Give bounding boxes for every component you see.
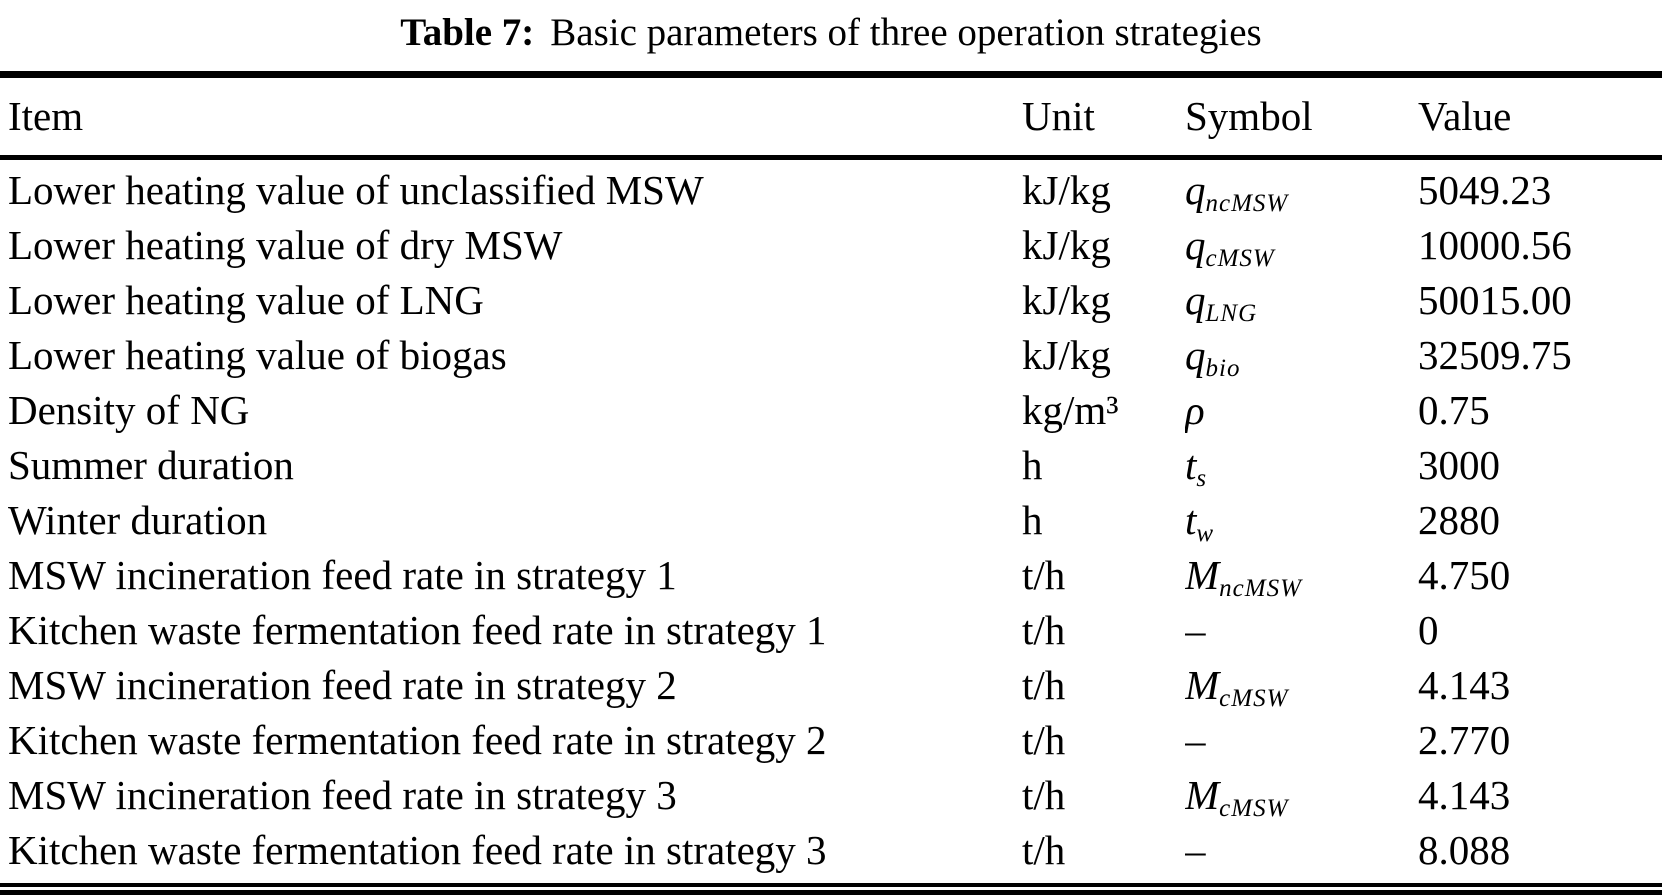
column-header-item: Item bbox=[0, 74, 1022, 160]
symbol-base: t bbox=[1185, 441, 1197, 488]
cell-symbol: tw bbox=[1185, 493, 1418, 548]
table-row: Density of NG kg/m³ ρ 0.75 bbox=[0, 383, 1662, 438]
cell-unit: t/h bbox=[1022, 606, 1066, 653]
cell-value: 10000.56 bbox=[1418, 221, 1572, 268]
cell-value: 4.143 bbox=[1418, 771, 1511, 818]
cell-item: Summer duration bbox=[8, 441, 294, 488]
symbol-base: ρ bbox=[1185, 386, 1205, 433]
cell-value: 2880 bbox=[1418, 496, 1500, 543]
column-header-value: Value bbox=[1418, 74, 1662, 160]
cell-value: 2.770 bbox=[1418, 716, 1511, 763]
cell-unit: t/h bbox=[1022, 826, 1066, 873]
cell-item: Lower heating value of unclassified MSW bbox=[8, 166, 704, 213]
cell-unit: kg/m³ bbox=[1022, 386, 1119, 433]
cell-value: 3000 bbox=[1418, 441, 1500, 488]
table-row: MSW incineration feed rate in strategy 1… bbox=[0, 548, 1662, 603]
table-row: Lower heating value of dry MSW kJ/kg qcM… bbox=[0, 218, 1662, 273]
symbol-base: – bbox=[1185, 716, 1206, 763]
symbol-base: q bbox=[1185, 276, 1206, 323]
cell-item: MSW incineration feed rate in strategy 2 bbox=[8, 661, 677, 708]
cell-symbol: qLNG bbox=[1185, 273, 1418, 328]
cell-unit: kJ/kg bbox=[1022, 331, 1111, 378]
cell-symbol: – bbox=[1185, 823, 1418, 883]
cell-unit: kJ/kg bbox=[1022, 221, 1111, 268]
symbol-subscript: s bbox=[1196, 464, 1208, 492]
cell-item: Kitchen waste fermentation feed rate in … bbox=[8, 716, 827, 763]
cell-unit: kJ/kg bbox=[1022, 276, 1111, 323]
cell-value: 4.750 bbox=[1418, 551, 1511, 598]
cell-unit: t/h bbox=[1022, 551, 1066, 598]
cell-symbol: ts bbox=[1185, 438, 1418, 493]
table-row: Kitchen waste fermentation feed rate in … bbox=[0, 603, 1662, 658]
cell-unit: t/h bbox=[1022, 716, 1066, 763]
column-header-unit: Unit bbox=[1022, 74, 1185, 160]
table-row: Kitchen waste fermentation feed rate in … bbox=[0, 713, 1662, 768]
table-row: MSW incineration feed rate in strategy 3… bbox=[0, 768, 1662, 823]
symbol-base: M bbox=[1185, 661, 1220, 708]
cell-item: Kitchen waste fermentation feed rate in … bbox=[8, 826, 827, 873]
cell-item: Lower heating value of biogas bbox=[8, 331, 507, 378]
cell-symbol: – bbox=[1185, 713, 1418, 768]
column-header-symbol: Symbol bbox=[1185, 74, 1418, 160]
cell-item: Density of NG bbox=[8, 386, 250, 433]
cell-symbol: McMSW bbox=[1185, 658, 1418, 713]
cell-value: 8.088 bbox=[1418, 826, 1511, 873]
symbol-subscript: w bbox=[1196, 519, 1215, 547]
cell-value: 5049.23 bbox=[1418, 166, 1552, 213]
symbol-base: – bbox=[1185, 826, 1206, 873]
cell-item: MSW incineration feed rate in strategy 3 bbox=[8, 771, 677, 818]
cell-unit: h bbox=[1022, 496, 1043, 543]
symbol-subscript: ncMSW bbox=[1219, 574, 1302, 602]
cell-value: 0.75 bbox=[1418, 386, 1490, 433]
table-row: Summer duration h ts 3000 bbox=[0, 438, 1662, 493]
cell-item: Kitchen waste fermentation feed rate in … bbox=[8, 606, 827, 653]
cell-symbol: McMSW bbox=[1185, 768, 1418, 823]
symbol-subscript: LNG bbox=[1205, 299, 1258, 327]
cell-item: MSW incineration feed rate in strategy 1 bbox=[8, 551, 677, 598]
symbol-base: q bbox=[1185, 166, 1206, 213]
header-row: Item Unit Symbol Value bbox=[0, 74, 1662, 160]
cell-item: Lower heating value of dry MSW bbox=[8, 221, 563, 268]
cell-item: Lower heating value of LNG bbox=[8, 276, 484, 323]
table-row: Winter duration h tw 2880 bbox=[0, 493, 1662, 548]
cell-unit: kJ/kg bbox=[1022, 166, 1111, 213]
table-row: Lower heating value of LNG kJ/kg qLNG 50… bbox=[0, 273, 1662, 328]
table-row: MSW incineration feed rate in strategy 2… bbox=[0, 658, 1662, 713]
cell-unit: t/h bbox=[1022, 771, 1066, 818]
table-row: Lower heating value of unclassified MSW … bbox=[0, 157, 1662, 218]
symbol-base: M bbox=[1185, 771, 1220, 818]
cell-unit: h bbox=[1022, 441, 1043, 488]
symbol-base: q bbox=[1185, 331, 1206, 378]
cell-symbol: qbio bbox=[1185, 328, 1418, 383]
cell-symbol: MncMSW bbox=[1185, 548, 1418, 603]
cell-symbol: – bbox=[1185, 603, 1418, 658]
table-body: Lower heating value of unclassified MSW … bbox=[0, 157, 1662, 883]
symbol-subscript: ncMSW bbox=[1205, 189, 1289, 217]
table-caption-label: Table 7: bbox=[400, 11, 535, 54]
cell-value: 0 bbox=[1418, 606, 1439, 653]
symbol-subscript: cMSW bbox=[1219, 794, 1289, 822]
symbol-base: t bbox=[1185, 496, 1197, 543]
symbol-subscript: cMSW bbox=[1219, 684, 1289, 712]
cell-symbol: qncMSW bbox=[1185, 157, 1418, 218]
cell-unit: t/h bbox=[1022, 661, 1066, 708]
cell-value: 50015.00 bbox=[1418, 276, 1572, 323]
symbol-base: q bbox=[1185, 221, 1206, 268]
parameters-table: Item Unit Symbol Value Lower heating val… bbox=[0, 70, 1662, 883]
cell-symbol: qcMSW bbox=[1185, 218, 1418, 273]
table-caption-text: Basic parameters of three operation stra… bbox=[550, 11, 1262, 54]
cell-item: Winter duration bbox=[8, 496, 268, 543]
symbol-subscript: bio bbox=[1205, 354, 1241, 382]
table-bottom-rule bbox=[0, 882, 1662, 895]
cell-symbol: ρ bbox=[1185, 383, 1418, 438]
symbol-base: – bbox=[1185, 606, 1206, 653]
table-caption: Table 7: Basic parameters of three operat… bbox=[0, 0, 1662, 59]
cell-value: 4.143 bbox=[1418, 661, 1511, 708]
symbol-base: M bbox=[1185, 551, 1220, 598]
table-row: Kitchen waste fermentation feed rate in … bbox=[0, 823, 1662, 883]
table-row: Lower heating value of biogas kJ/kg qbio… bbox=[0, 328, 1662, 383]
symbol-subscript: cMSW bbox=[1205, 244, 1275, 272]
cell-value: 32509.75 bbox=[1418, 331, 1572, 378]
